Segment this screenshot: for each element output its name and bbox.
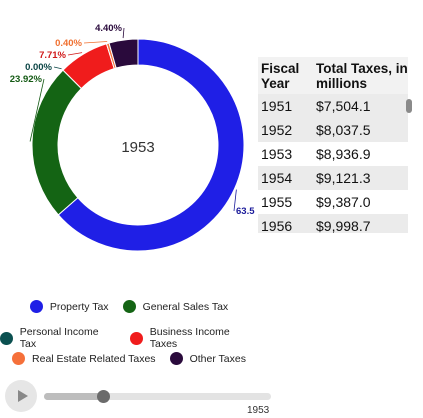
- slice-property-tax[interactable]: [57, 38, 245, 252]
- table-row: 1954 $9,121.3: [258, 166, 408, 190]
- legend-dot-icon: [169, 352, 183, 365]
- legend-row-3: Real Estate Related Taxes Other Taxes: [0, 352, 258, 365]
- leader-line-real-estate-related-taxes: [83, 41, 108, 44]
- legend-item-business-income-taxes[interactable]: Business Income Taxes: [129, 326, 258, 350]
- table-row: 1953 $8,936.9: [258, 142, 408, 166]
- year-slider-track[interactable]: [44, 393, 271, 400]
- table-row: 1955 $9,387.0: [258, 190, 408, 214]
- year-slider-thumb[interactable]: [97, 390, 111, 403]
- slice-label-business-income-taxes: 7.71%: [39, 50, 66, 61]
- cell-year: 1955: [258, 190, 313, 214]
- legend-row-2: Personal Income Tax Business Income Taxe…: [0, 326, 258, 350]
- table-header-row: Fiscal Year Total Taxes, in millions: [258, 57, 408, 94]
- legend-label: Other Taxes: [189, 352, 246, 365]
- cell-total: $9,387.0: [313, 190, 408, 214]
- legend-label: General Sales Tax: [142, 300, 229, 313]
- table-row: 1951 $7,504.1: [258, 94, 408, 118]
- legend-dot-icon: [29, 300, 43, 313]
- legend-label: Property Tax: [49, 300, 109, 313]
- slice-general-sales-tax[interactable]: [31, 69, 83, 216]
- cell-year: 1952: [258, 118, 313, 142]
- tax-table: Fiscal Year Total Taxes, in millions 195…: [258, 57, 408, 233]
- leader-line-property-tax: [233, 189, 237, 212]
- leader-line-other-taxes: [122, 27, 125, 39]
- cell-year: 1956: [258, 214, 313, 233]
- tax-table-panel[interactable]: Fiscal Year Total Taxes, in millions 195…: [258, 57, 414, 233]
- cell-total: $8,936.9: [313, 142, 408, 166]
- cell-year: 1951: [258, 94, 313, 118]
- slice-other-taxes[interactable]: [108, 38, 139, 69]
- slider-year-label: 1953: [247, 405, 270, 416]
- legend-dot-icon: [0, 331, 13, 345]
- legend-label: Real Estate Related Taxes: [32, 352, 156, 365]
- leader-line-business-income-taxes: [67, 52, 83, 56]
- slice-label-other-taxes: 4.40%: [95, 23, 122, 34]
- cell-total: $8,037.5: [313, 118, 408, 142]
- leader-line-general-sales-tax: [29, 78, 45, 142]
- cell-total: $9,998.7: [313, 214, 408, 233]
- legend-label: Business Income Taxes: [149, 326, 230, 350]
- legend-dot-icon: [122, 300, 136, 313]
- legend-item-real-estate-related-taxes[interactable]: Real Estate Related Taxes: [12, 352, 156, 365]
- legend-item-property-tax[interactable]: Property Tax: [29, 300, 109, 313]
- slice-label-property-tax: 63.5: [236, 206, 255, 217]
- leader-line-personal-income-tax: [53, 66, 62, 70]
- slice-label-personal-income-tax: 0.00%: [25, 62, 52, 73]
- legend-item-general-sales-tax[interactable]: General Sales Tax: [122, 300, 229, 313]
- cell-total: $7,504.1: [313, 94, 408, 118]
- header-fiscal-year: Fiscal Year: [258, 57, 313, 94]
- cell-total: $9,121.3: [313, 166, 408, 190]
- legend-dot-icon: [12, 352, 26, 365]
- table-row: 1956 $9,998.7: [258, 214, 408, 233]
- slice-label-general-sales-tax: 23.92%: [10, 74, 43, 85]
- legend-label: Personal Income Tax: [19, 326, 99, 350]
- legend-dot-icon: [129, 331, 143, 345]
- table-row: 1952 $8,037.5: [258, 118, 408, 142]
- cell-year: 1954: [258, 166, 313, 190]
- play-icon[interactable]: [5, 380, 37, 412]
- center-year-label: 1953: [121, 139, 154, 156]
- cell-year: 1953: [258, 142, 313, 166]
- legend-item-personal-income-tax[interactable]: Personal Income Tax: [0, 326, 116, 350]
- table-scrollbar[interactable]: [406, 99, 412, 113]
- legend-item-other-taxes[interactable]: Other Taxes: [169, 352, 246, 365]
- legend-row-1: Property Tax General Sales Tax: [0, 300, 258, 313]
- year-slider-fill: [44, 393, 104, 400]
- donut-chart: 63.5 23.92%0.00%7.71%0.40% 4.40% 1953: [10, 23, 255, 252]
- slice-label-real-estate-related-taxes: 0.40%: [55, 38, 82, 49]
- header-total-taxes: Total Taxes, in millions: [313, 57, 408, 94]
